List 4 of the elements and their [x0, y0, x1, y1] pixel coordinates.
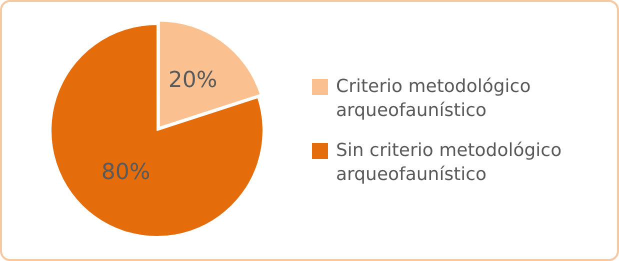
data-label: 80% [101, 160, 150, 186]
data-label: 20% [168, 68, 218, 93]
legend-label: Sin criterio metodológico arqueofaunístico [336, 138, 563, 186]
legend-label: Criterio metodológico arqueofaunístico [336, 74, 532, 122]
